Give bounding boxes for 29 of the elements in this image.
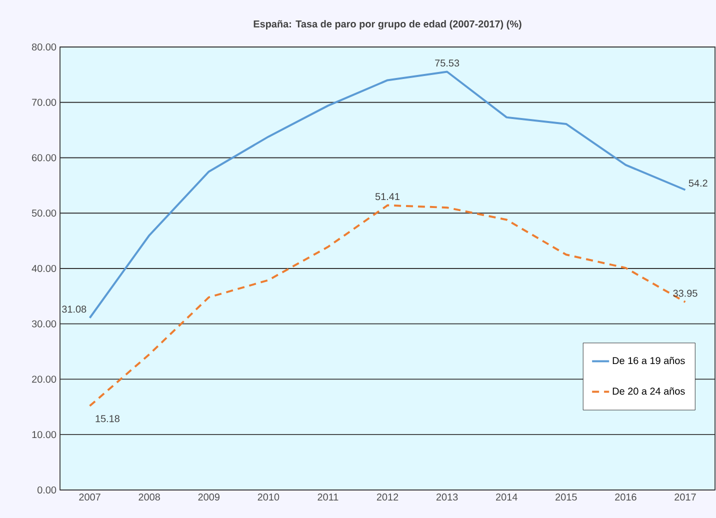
x-tick-label: 2015 [556, 494, 577, 501]
y-tick-label: 40.00 [32, 264, 56, 272]
y-tick-label: 70.00 [32, 98, 56, 106]
y-tick-label: 30.00 [32, 320, 56, 328]
x-tick-label: 2008 [138, 494, 160, 501]
y-tick-label: 80.00 [32, 43, 56, 51]
legend-label: De 20 a 24 años [612, 387, 685, 395]
x-tick-label: 2009 [198, 494, 220, 501]
x-tick-label: 2007 [79, 494, 100, 501]
data-label: 31.08 [62, 306, 86, 313]
data-label: 54.2 [688, 180, 708, 187]
x-tick-label: 2014 [496, 494, 518, 501]
chart-title: España: Tasa de paro por grupo de edad (2007-2017) (%) [254, 20, 522, 30]
data-label: 75.53 [435, 59, 460, 67]
y-tick-label: 10.00 [32, 431, 56, 438]
data-label: 51.41 [375, 193, 400, 200]
x-tick-label: 2013 [436, 494, 458, 501]
legend-label: De 16 a 19 años [612, 356, 685, 364]
x-tick-label: 2012 [376, 494, 398, 501]
x-tick-label: 2016 [615, 494, 636, 501]
y-tick-label: 50.00 [32, 210, 56, 217]
y-tick-label: 60.00 [32, 154, 56, 162]
x-tick-label: 2010 [258, 494, 280, 501]
y-tick-label: 0.00 [37, 486, 56, 494]
x-tick-label: 2017 [674, 494, 696, 501]
data-label: 33.95 [673, 290, 698, 297]
x-tick-label: 2011 [318, 494, 338, 501]
data-label: 15.18 [96, 415, 120, 422]
y-tick-label: 20.00 [32, 376, 56, 383]
